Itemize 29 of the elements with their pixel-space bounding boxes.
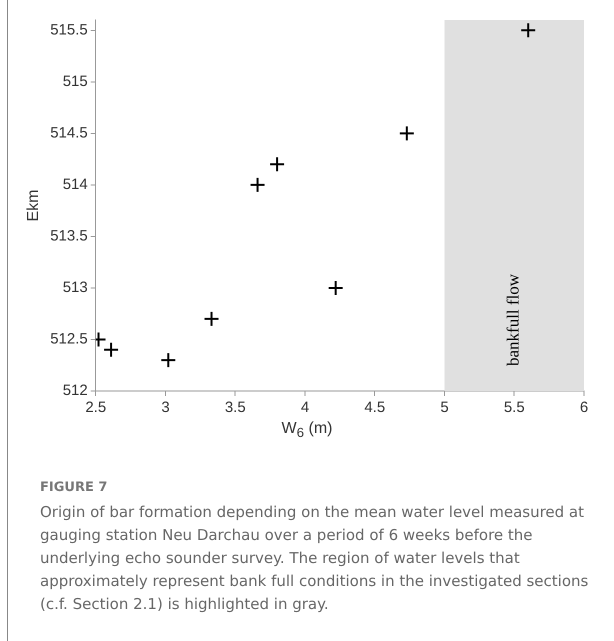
x-tick-label: 4: [300, 399, 310, 416]
y-tick-label: 514.5: [50, 124, 88, 142]
y-tick-label: 515: [62, 72, 88, 90]
x-axis-title: W$_{6}$ (m): [280, 420, 334, 440]
point: [269, 156, 286, 172]
y-tick-label: 513: [62, 279, 88, 296]
y-axis-title: Ekm: [25, 190, 42, 222]
x-tick-label: 5: [440, 399, 449, 416]
x-tick-label: 3.5: [224, 399, 246, 416]
point: [160, 352, 176, 368]
y-tick-label: 512: [62, 382, 88, 400]
point: [250, 176, 266, 193]
x-tick-label: 2.5: [85, 399, 106, 416]
x-tick-label: 4.5: [364, 399, 386, 416]
y-tick-label: 515.5: [50, 21, 88, 38]
y-tick-label: 514: [62, 176, 88, 194]
x-tick-label: 6: [580, 399, 588, 416]
y-tick-label: 512.5: [50, 330, 88, 348]
y-tick-label: 513.5: [50, 228, 88, 245]
point: [103, 342, 120, 358]
text: Origin of bar formation depending on the mean water level measured at gauging station Neu Darchau over a period of 6 weeks before the underlying echo sounder survey. The region of water levels that approximately represent bank full conditions in the investigated sections (c.f. Section 2.1) is highlighted in gray.: [40, 502, 590, 615]
caption: FIGURE 7: [40, 480, 108, 495]
x-tick-label: 5.5: [504, 399, 525, 416]
point: [204, 310, 220, 327]
x-tick-label: 3: [161, 399, 170, 416]
point: [520, 22, 536, 38]
band-label: bankfull flow: [504, 273, 523, 366]
point: [328, 280, 344, 296]
point: [398, 125, 415, 142]
